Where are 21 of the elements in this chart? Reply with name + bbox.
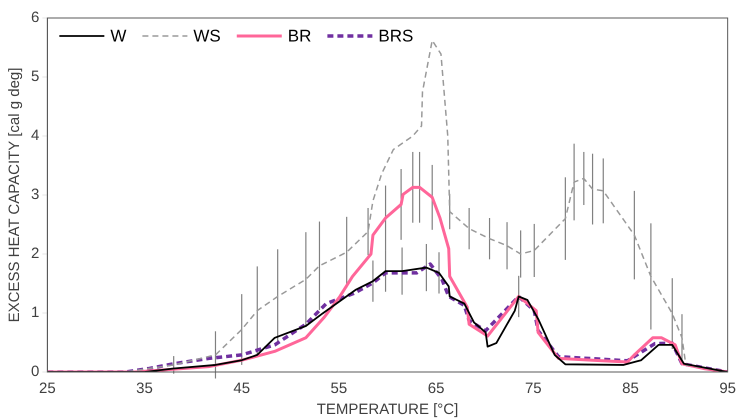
x-tick-label: 25 xyxy=(39,380,56,398)
x-tick-label: 45 xyxy=(233,380,250,398)
x-tick-label: 85 xyxy=(622,380,639,398)
legend-label: BR xyxy=(288,26,312,46)
y-tick-label: 6 xyxy=(31,9,40,26)
y-tick-label: 2 xyxy=(31,245,40,262)
legend-label: W xyxy=(110,26,126,46)
y-tick-label: 5 xyxy=(31,68,40,86)
x-axis-title: TEMPERATURE [°C] xyxy=(316,401,458,418)
x-tick-label: 55 xyxy=(330,380,348,398)
x-tick-label: 35 xyxy=(136,380,153,398)
legend-label: WS xyxy=(193,26,221,46)
x-tick-label: 95 xyxy=(719,380,736,398)
legend-label: BRS xyxy=(378,26,414,46)
y-tick-label: 4 xyxy=(31,127,40,144)
y-tick-label: 1 xyxy=(31,304,40,322)
y-tick-label: 3 xyxy=(31,186,40,204)
y-tick-label: 0 xyxy=(31,363,40,380)
y-axis-title: EXCESS HEAT CAPACITY [cal g deg] xyxy=(6,68,24,322)
x-tick-label: 65 xyxy=(428,380,444,398)
x-tick-label: 75 xyxy=(524,380,542,398)
